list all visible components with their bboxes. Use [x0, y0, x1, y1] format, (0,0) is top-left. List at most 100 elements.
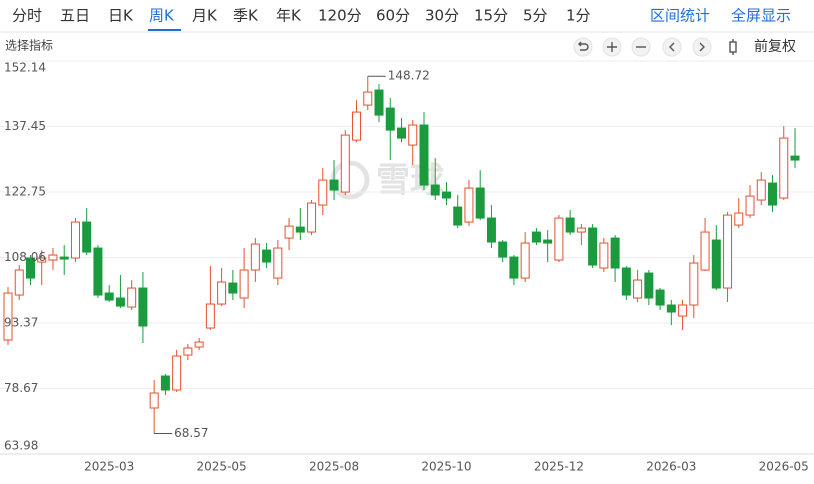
reset-button[interactable] — [573, 37, 593, 57]
candle-body — [588, 227, 598, 266]
candle-body — [554, 217, 564, 261]
candle-body — [194, 341, 204, 348]
candle-body — [599, 242, 609, 269]
y-tick-label: 152.14 — [4, 61, 46, 75]
x-tick-label: 2026-05 — [759, 460, 809, 474]
tab[interactable]: 120分 — [318, 7, 362, 25]
tab-active[interactable]: 周K — [149, 7, 175, 25]
candle-body — [486, 217, 496, 243]
y-tick-label: 63.98 — [4, 439, 38, 453]
max-label: 148.72 — [388, 69, 430, 83]
candle-body — [531, 231, 541, 243]
tab[interactable]: 月K — [192, 7, 218, 25]
tab[interactable]: 季K — [233, 7, 259, 25]
candle-body — [262, 249, 272, 263]
candle-body — [779, 137, 789, 199]
candle-body — [475, 187, 485, 219]
candle-body — [37, 257, 47, 263]
candle-body — [374, 89, 384, 116]
tab[interactable]: 分时 — [12, 7, 42, 25]
candle-body — [228, 282, 238, 294]
y-tick-label: 122.75 — [4, 185, 46, 199]
timeframe-tabs: 分时 五日 日K 周K 月K 季K 年K 120分 60分 30分 15分 5分… — [0, 7, 814, 33]
candle-body — [689, 262, 699, 306]
candle-body — [127, 287, 137, 308]
tab[interactable]: 年K — [276, 7, 302, 25]
candle-body — [329, 179, 339, 191]
candle-type-button[interactable] — [729, 39, 737, 55]
candle-body — [183, 347, 193, 356]
candle-body — [48, 254, 58, 261]
tab-underline — [148, 29, 181, 31]
candle-body — [250, 243, 260, 271]
candle-body — [295, 226, 305, 233]
candle-body — [790, 155, 800, 161]
tab[interactable]: 30分 — [425, 7, 459, 25]
tab[interactable]: 1分 — [566, 7, 591, 25]
chart-controls — [573, 37, 737, 57]
candle-body — [217, 281, 227, 305]
tab[interactable]: 5分 — [523, 7, 548, 25]
candle-body — [520, 242, 530, 279]
tab[interactable]: 五日 — [60, 7, 90, 25]
candle-body — [734, 212, 744, 226]
candle-body — [621, 267, 631, 296]
zoom-in-button[interactable] — [602, 37, 622, 57]
left-button[interactable] — [662, 37, 682, 57]
candle-body — [307, 202, 317, 233]
candle-body — [430, 184, 440, 196]
candle-body — [509, 256, 519, 279]
candle-body — [104, 292, 114, 301]
right-button[interactable] — [692, 37, 712, 57]
zoom-out-button[interactable] — [631, 37, 651, 57]
candle-body — [408, 124, 418, 146]
candle-body — [385, 107, 395, 131]
candle-body — [3, 292, 13, 341]
range-stats[interactable]: 区间统计 — [650, 7, 710, 25]
fullscreen[interactable]: 全屏显示 — [731, 7, 791, 25]
candle-body — [700, 231, 710, 271]
candle-body — [25, 257, 35, 279]
candle-body — [205, 303, 215, 329]
tab[interactable]: 60分 — [376, 7, 410, 25]
candle-body — [655, 289, 665, 306]
candle-body — [59, 256, 69, 260]
x-tick-label: 2026-03 — [646, 460, 696, 474]
candle-body — [644, 272, 654, 299]
candle-body — [93, 247, 103, 296]
candle-body — [768, 182, 778, 206]
candle-body — [172, 355, 182, 391]
candle-body — [576, 227, 586, 233]
candle-body — [453, 206, 463, 226]
candle-body — [352, 111, 362, 141]
candle-body — [498, 241, 508, 258]
plot: 2025-03 2025-05 2025-08 2025-10 2025-12 2026-… — [0, 60, 814, 474]
y-tick-label: 108.06 — [4, 250, 46, 264]
candle-body — [239, 269, 249, 299]
candle-body — [115, 297, 125, 307]
x-tick-label: 2025-03 — [84, 460, 134, 474]
tab[interactable]: 15分 — [474, 7, 508, 25]
candle-body — [565, 217, 575, 233]
candle-body — [273, 247, 283, 279]
candle-body — [441, 191, 451, 199]
candle-body — [160, 375, 170, 391]
y-tick-label: 137.45 — [4, 119, 46, 133]
x-tick-label: 2025-05 — [197, 460, 247, 474]
candle-body — [610, 237, 620, 269]
y-tick-label: 78.67 — [4, 381, 38, 395]
candle-body — [711, 239, 721, 289]
adjust-mode[interactable]: 前复权 — [754, 38, 796, 55]
y-tick-label: 93.37 — [4, 315, 38, 329]
candle-body — [666, 304, 676, 313]
candle-body — [138, 287, 148, 327]
candle-body — [318, 179, 328, 206]
tab[interactable]: 日K — [108, 7, 134, 25]
candle-body — [284, 225, 294, 239]
min-label: 68.57 — [174, 426, 208, 440]
candle-body — [397, 127, 406, 139]
candle-body — [756, 179, 766, 201]
candle-body — [543, 239, 553, 244]
indicator-select[interactable]: 选择指标 — [5, 38, 53, 53]
candle-body — [70, 221, 80, 259]
